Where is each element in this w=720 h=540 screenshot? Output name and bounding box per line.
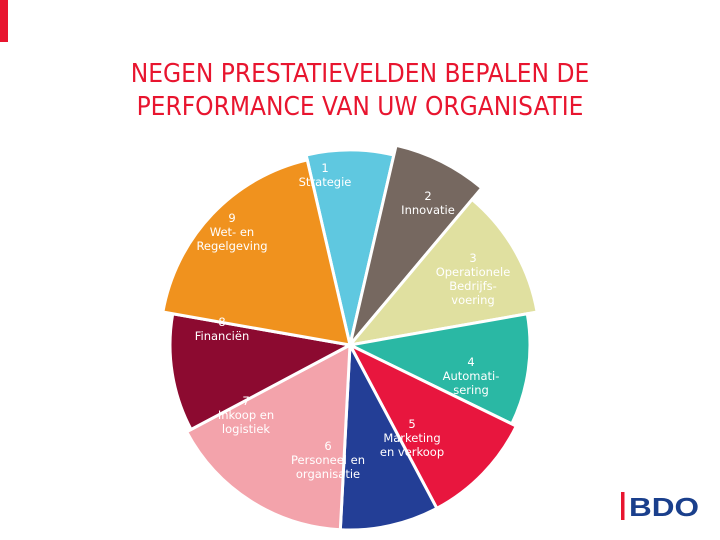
segment-label-7: 7 Inkoop en logistiek [218, 394, 274, 436]
segment-text-line: Wet- en [210, 225, 254, 239]
accent-bar [0, 0, 8, 42]
segment-label-4: 4 Automati-sering [443, 355, 500, 397]
segment-number: 6 [324, 439, 331, 453]
segment-number: 4 [467, 355, 474, 369]
segment-text-line: sering [453, 383, 489, 397]
wheel-segment-2 [348, 143, 484, 346]
segment-text-line: Automati- [443, 369, 500, 383]
logo-text: BDO [629, 492, 699, 520]
wheel-segment-3 [346, 197, 539, 348]
wheel-segment-6 [338, 339, 439, 532]
logo-red-bar [621, 492, 625, 520]
segment-label-9: 9 Wet- en Regelgeving [196, 211, 267, 253]
segment-text-line: Strategie [299, 175, 352, 189]
page-title: NEGEN PRESTATIEVELDEN BEPALEN DE PERFORM… [60, 58, 660, 124]
segment-label-5: 5 Marketing en verkoop [380, 417, 444, 459]
title-line-2: PERFORMANCE VAN UW ORGANISATIE [136, 92, 584, 122]
segment-number: 3 [469, 251, 476, 265]
segment-label-1: 1 Strategie [299, 161, 352, 189]
segment-text-line: en verkoop [380, 445, 444, 459]
segment-number: 5 [408, 417, 415, 431]
segment-text-line: Marketing [383, 431, 440, 445]
segment-text-line: organisatie [296, 467, 360, 481]
segment-text-line: logistiek [222, 422, 270, 436]
segment-text-line: voering [451, 293, 494, 307]
segment-label-8: 8 Financiën [195, 315, 249, 343]
segment-label-6: 6 Personeel en organisatie [291, 439, 365, 481]
wheel-segment-8 [168, 312, 355, 432]
segment-text-line: Innovatie [401, 203, 455, 217]
segment-number: 1 [321, 161, 328, 175]
segment-text-line: Personeel en [291, 453, 365, 467]
segment-label-3: 3 Operationele Bedrijfs-voering [436, 251, 511, 307]
segment-number: 8 [218, 315, 225, 329]
wheel-segment-7 [184, 342, 352, 532]
title-line-1: NEGEN PRESTATIEVELDEN BEPALEN DE [130, 59, 590, 89]
wheel-segment-9 [161, 158, 352, 347]
wheel-segment-5 [346, 341, 519, 511]
segment-number: 2 [424, 189, 431, 203]
segment-text-line: Financiën [195, 329, 249, 343]
segment-text-line: Operationele [436, 265, 511, 279]
segment-label-2: 2 Innovatie [401, 189, 455, 217]
segment-text-line: Inkoop en [218, 408, 274, 422]
bdo-logo: BDO [621, 492, 701, 522]
segment-number: 9 [228, 211, 235, 225]
wheel-segment-4 [345, 312, 532, 426]
segment-number: 7 [242, 394, 249, 408]
segment-text-line: Bedrijfs- [449, 279, 497, 293]
segment-text-line: Regelgeving [196, 239, 267, 253]
